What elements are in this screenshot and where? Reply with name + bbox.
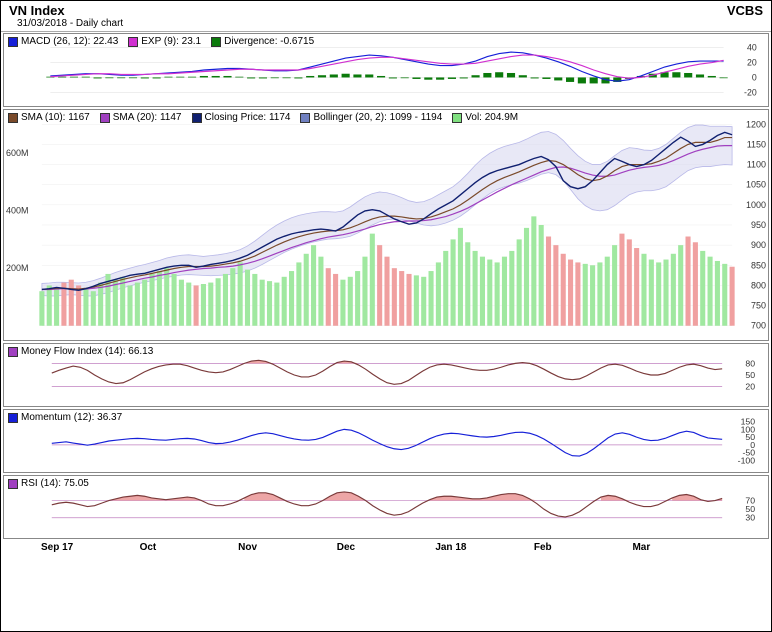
svg-text:1050: 1050 <box>746 180 766 190</box>
svg-text:950: 950 <box>751 220 766 230</box>
legend-swatch <box>8 413 18 423</box>
legend-item: EXP (9): 23.1 <box>128 36 201 47</box>
price-panel: SMA (10): 1167 SMA (20): 1147 Closing Pric… <box>3 109 769 341</box>
panel-legend: MACD (26, 12): 22.43 EXP (9): 23.1 Diverge… <box>8 36 314 47</box>
svg-text:200M: 200M <box>6 263 28 273</box>
legend-item: Money Flow Index (14): 66.13 <box>8 346 153 357</box>
legend-item: MACD (26, 12): 22.43 <box>8 36 118 47</box>
svg-text:850: 850 <box>751 260 766 270</box>
chart-container: VN Index 31/03/2018 - Daily chart VCBS M… <box>0 0 772 632</box>
legend-item: Divergence: -0.6715 <box>211 36 314 47</box>
legend-swatch <box>192 113 202 123</box>
svg-text:20: 20 <box>747 57 757 67</box>
legend-item: RSI (14): 75.05 <box>8 478 89 489</box>
legend-swatch <box>452 113 462 123</box>
legend-swatch <box>100 113 110 123</box>
legend-label: Divergence: -0.6715 <box>224 36 314 47</box>
svg-text:1150: 1150 <box>747 139 766 149</box>
x-axis: Sep 17OctNovDecJan 18FebMar <box>1 540 771 555</box>
legend-item: Momentum (12): 36.37 <box>8 412 122 423</box>
legend-label: Money Flow Index (14): 66.13 <box>21 346 153 357</box>
legend-label: SMA (20): 1147 <box>113 112 182 123</box>
x-axis-label: Jan 18 <box>435 542 534 553</box>
legend-swatch <box>8 347 18 357</box>
svg-text:70: 70 <box>745 495 755 505</box>
svg-text:50: 50 <box>745 370 755 380</box>
legend-item: Vol: 204.9M <box>452 112 518 123</box>
legend-label: Momentum (12): 36.37 <box>21 412 122 423</box>
legend-label: Bollinger (20, 2): 1099 - 1194 <box>313 112 442 123</box>
chart-title: VN Index <box>9 3 123 18</box>
panel-legend: Money Flow Index (14): 66.13 <box>8 346 153 357</box>
svg-text:600M: 600M <box>6 148 28 158</box>
svg-text:30: 30 <box>745 513 755 523</box>
legend-item: Closing Price: 1174 <box>192 112 291 123</box>
chart-subtitle: 31/03/2018 - Daily chart <box>9 18 123 29</box>
legend-swatch <box>300 113 310 123</box>
mfi-panel: Money Flow Index (14): 66.13 20 50 80 <box>3 343 769 407</box>
x-axis-label: Nov <box>238 542 337 553</box>
x-axis-label: Dec <box>337 542 436 553</box>
svg-text:750: 750 <box>751 301 766 311</box>
legend-item: SMA (20): 1147 <box>100 112 182 123</box>
chart-header: VN Index 31/03/2018 - Daily chart VCBS <box>1 1 771 32</box>
svg-text:1200: 1200 <box>746 119 766 129</box>
legend-swatch <box>8 479 18 489</box>
panel-legend: Momentum (12): 36.37 <box>8 412 122 423</box>
svg-text:150: 150 <box>741 417 756 427</box>
svg-text:0: 0 <box>752 72 757 82</box>
legend-swatch <box>211 37 221 47</box>
svg-text:-20: -20 <box>744 87 757 97</box>
svg-text:900: 900 <box>751 240 766 250</box>
legend-label: Vol: 204.9M <box>465 112 518 123</box>
legend-label: Closing Price: 1174 <box>205 112 291 123</box>
svg-text:1000: 1000 <box>746 200 766 210</box>
legend-label: RSI (14): 75.05 <box>21 478 89 489</box>
rsi-panel: RSI (14): 75.05 305070 <box>3 475 769 539</box>
x-axis-label: Feb <box>534 542 633 553</box>
svg-text:80: 80 <box>745 358 755 368</box>
legend-swatch <box>8 113 18 123</box>
svg-text:40: 40 <box>747 43 757 53</box>
panel-legend: RSI (14): 75.05 <box>8 478 89 489</box>
svg-text:700: 700 <box>751 321 766 331</box>
x-axis-label: Mar <box>632 542 731 553</box>
brand-label: VCBS <box>727 3 763 29</box>
svg-text:400M: 400M <box>6 206 28 216</box>
legend-swatch <box>8 37 18 47</box>
legend-item: SMA (10): 1167 <box>8 112 90 123</box>
legend-item: Bollinger (20, 2): 1099 - 1194 <box>300 112 442 123</box>
svg-text:800: 800 <box>751 280 766 290</box>
svg-text:20: 20 <box>745 382 755 392</box>
macd-panel: MACD (26, 12): 22.43 EXP (9): 23.1 Diverge… <box>3 33 769 107</box>
panel-legend: SMA (10): 1167 SMA (20): 1147 Closing Pric… <box>8 112 518 123</box>
legend-label: MACD (26, 12): 22.43 <box>21 36 118 47</box>
momentum-panel: Momentum (12): 36.37-100-50050100150 <box>3 409 769 473</box>
svg-text:1100: 1100 <box>747 160 766 170</box>
svg-text:50: 50 <box>745 504 755 514</box>
legend-label: SMA (10): 1167 <box>21 112 90 123</box>
legend-swatch <box>128 37 138 47</box>
legend-label: EXP (9): 23.1 <box>141 36 201 47</box>
x-axis-label: Sep 17 <box>41 542 140 553</box>
x-axis-label: Oct <box>140 542 239 553</box>
